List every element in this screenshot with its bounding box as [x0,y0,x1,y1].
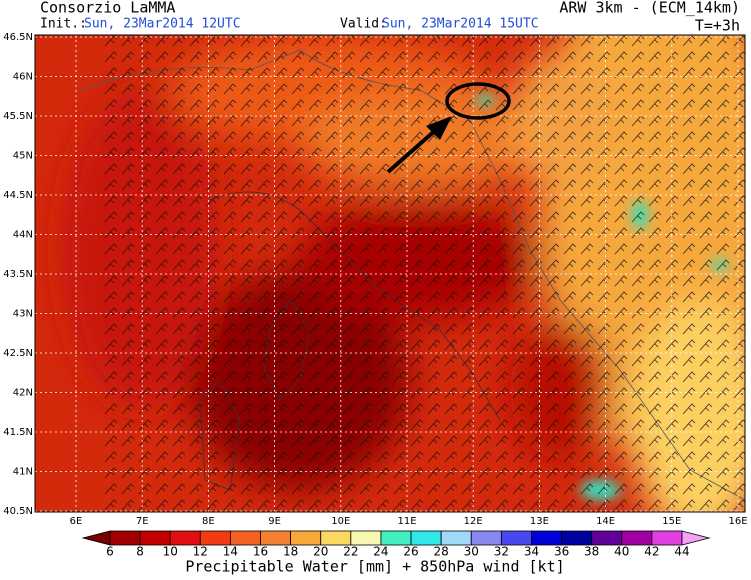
colorbar-label: 42 [644,545,659,559]
colorbar-label: 16 [253,545,268,559]
colorbar-box [199,530,231,546]
colorbar-box [380,530,412,546]
colorbar-box [410,530,442,546]
colorbar-box [561,530,593,546]
colorbar-box [290,530,322,546]
lat-label: 41.5N [3,427,33,438]
colorbar-box [651,530,683,546]
lat-label: 44.5N [3,190,33,201]
colorbar-box [621,530,653,546]
colorbar-label: 8 [136,545,144,559]
colorbar-label: 36 [554,545,569,559]
colorbar-box [230,530,261,546]
lon-label: 8E [202,516,215,527]
valid-time: Sun, 23Mar2014 15UTC [382,17,539,32]
colorbar-box [470,530,502,546]
colorbar-label: 30 [464,545,479,559]
lat-label: 44N [13,230,33,241]
colorbar-label: 20 [313,545,328,559]
colorbar-box [260,530,292,546]
lon-label: 15E [662,516,681,527]
left-title: Consorzio LaMMA [40,0,175,17]
lat-label: 43.5N [3,269,33,280]
colorbar-box [139,530,171,546]
init-label: Init.: [40,17,87,32]
colorbar-label: 22 [343,545,358,559]
colorbar-box [109,530,141,546]
lon-label: 10E [331,516,350,527]
colorbar-title: Precipitable Water [mm] + 850hPa wind [k… [185,558,564,576]
lead-time: T=+3h [695,17,740,35]
colorbar-box [440,530,472,546]
lat-label: 41N [13,467,33,478]
annotation-arrow [386,126,440,174]
init-time: Sun, 23Mar2014 12UTC [84,17,241,32]
lat-label: 45N [13,151,33,162]
lat-label: 43N [13,309,33,320]
colorbar-label: 28 [434,545,449,559]
colorbar-label: 10 [163,545,178,559]
right-title: ARW 3km - (ECM_14km) [559,0,740,17]
colorbar-label: 26 [403,545,418,559]
lon-label: 12E [464,516,483,527]
lon-label: 9E [268,516,281,527]
colorbar-box [500,530,532,546]
lon-label: 14E [596,516,615,527]
colorbar-label: 18 [283,545,298,559]
highlight-circle [445,82,511,120]
colorbar-box [169,530,201,546]
colorbar-box [350,530,382,546]
colorbar-box [591,530,623,546]
colorbar-label: 40 [614,545,629,559]
colorbar-label: 14 [223,545,238,559]
valid-label: Valid: [340,17,387,32]
colorbar-label: 34 [524,545,539,559]
colorbar-label: 24 [373,545,388,559]
lat-label: 46N [13,72,33,83]
lat-label: 40.5N [3,506,33,517]
colorbar-label: 32 [494,545,509,559]
lon-label: 16E [728,516,747,527]
colorbar-label: 38 [584,545,599,559]
colorbar-arrow [81,530,111,546]
lon-label: 11E [397,516,416,527]
colorbar-label: 44 [674,545,689,559]
colorbar-box [531,530,562,546]
arrow-head [426,116,452,140]
lon-label: 7E [136,516,149,527]
lat-label: 46.5N [3,32,33,43]
colorbar-label: 6 [106,545,114,559]
map-field [35,35,745,512]
lon-label: 6E [70,516,83,527]
colorbar-arrow [681,530,711,546]
colorbar-label: 12 [193,545,208,559]
colorbar: 6 8 10 12 14 16 18 20 22 24 26 28 30 32 34 36 38 40 42 44 [81,530,711,559]
lon-label: 13E [530,516,549,527]
lat-label: 42N [13,388,33,399]
plot-frame [34,34,746,513]
lat-label: 42.5N [3,348,33,359]
lat-label: 45.5N [3,111,33,122]
colorbar-box [320,530,352,546]
